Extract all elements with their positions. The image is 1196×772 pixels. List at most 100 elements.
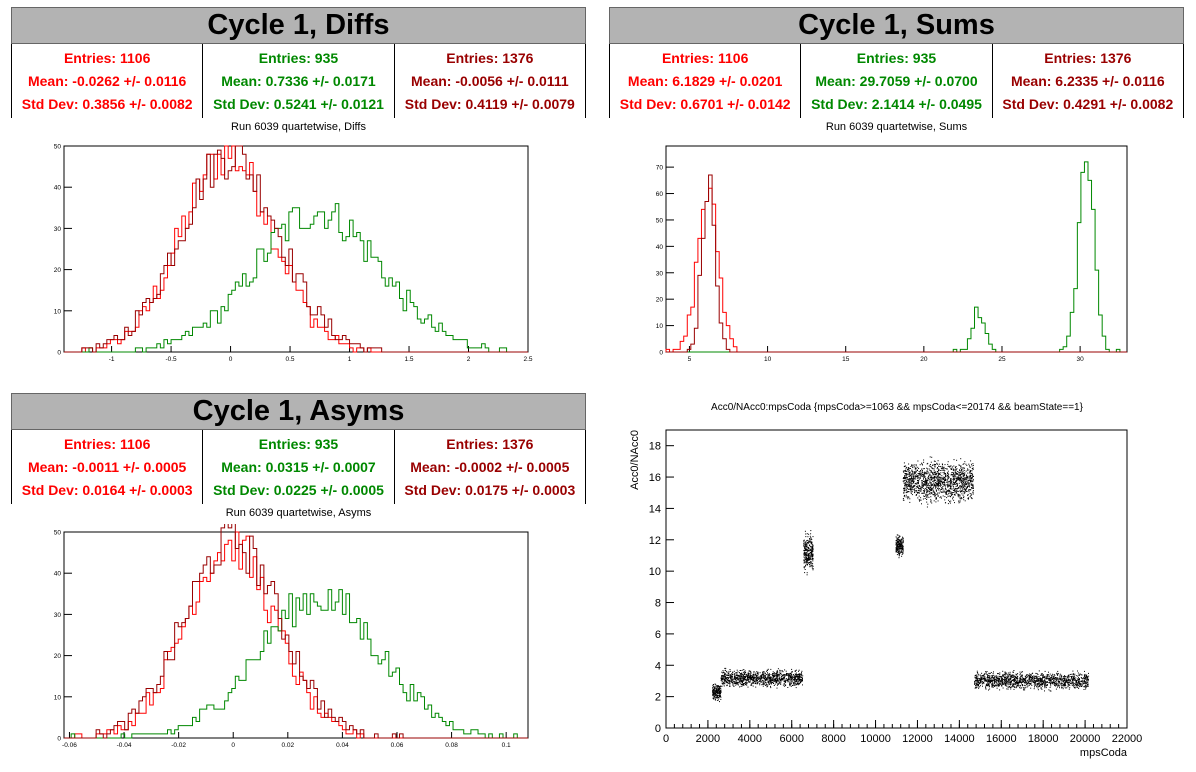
scatter-point xyxy=(1041,674,1043,676)
scatter-point xyxy=(967,468,969,470)
scatter-point xyxy=(1019,677,1021,679)
scatter-point xyxy=(903,490,905,492)
scatter-point xyxy=(1028,674,1030,676)
scatter-point xyxy=(961,497,963,499)
scatter-point xyxy=(724,680,726,682)
scatter-point xyxy=(959,480,961,482)
scatter-point xyxy=(1056,678,1058,680)
scatter-point xyxy=(737,675,739,676)
scatter-point xyxy=(1074,679,1076,681)
stat-mean: Mean: 29.7059 +/- 0.0700 xyxy=(815,72,978,89)
scatter-point xyxy=(908,496,910,498)
scatter-point xyxy=(988,682,990,684)
scatter-point xyxy=(919,490,921,492)
scatter-point xyxy=(1046,674,1048,676)
scatter-point xyxy=(965,491,967,492)
scatter-point xyxy=(712,694,714,696)
scatter-point xyxy=(980,682,982,684)
scatter-point xyxy=(904,486,906,488)
scatter-point xyxy=(931,456,933,458)
x-tick-label: 18000 xyxy=(1028,733,1059,745)
scatter-point xyxy=(1071,682,1073,684)
scatter-point xyxy=(736,683,738,684)
scatter-point xyxy=(914,490,916,492)
scatter-point xyxy=(957,490,959,492)
scatter-point xyxy=(937,486,939,488)
scatter-point xyxy=(918,490,920,492)
scatter-point xyxy=(1050,682,1052,684)
scatter-point xyxy=(966,478,968,480)
scatter-point xyxy=(1063,680,1065,682)
scatter-point xyxy=(932,494,934,496)
scatter-point xyxy=(736,672,738,674)
scatter-point xyxy=(1002,679,1004,681)
scatter-point xyxy=(738,677,740,679)
scatter-point xyxy=(713,690,715,692)
scatter-point xyxy=(718,687,720,689)
scatter-point xyxy=(993,678,995,680)
scatter-point xyxy=(931,493,933,495)
scatter-point xyxy=(764,682,766,684)
scatter-point xyxy=(940,485,942,486)
scatter-point xyxy=(982,675,984,676)
scatter-point xyxy=(917,478,919,480)
scatter-point xyxy=(996,685,998,686)
scatter-point xyxy=(929,482,931,484)
scatter-point xyxy=(759,677,761,679)
scatter-point xyxy=(1044,687,1046,689)
scatter-point xyxy=(787,679,789,681)
scatter-point xyxy=(908,467,910,468)
scatter-point xyxy=(718,692,720,694)
scatter-point xyxy=(954,491,956,493)
scatter-point xyxy=(729,684,731,686)
scatter-point xyxy=(717,690,719,692)
scatter-point xyxy=(773,683,774,684)
scatter-point xyxy=(948,476,950,478)
scatter-point xyxy=(959,469,961,471)
scatter-point xyxy=(976,678,978,679)
scatter-point xyxy=(743,680,745,682)
scatter-point xyxy=(1049,682,1051,684)
scatter-point xyxy=(1027,676,1029,678)
scatter-point xyxy=(752,683,754,684)
scatter-point xyxy=(898,542,900,544)
scatter-point xyxy=(954,473,956,475)
scatter-point xyxy=(714,693,715,695)
scatter-point xyxy=(799,674,801,676)
scatter-point xyxy=(713,695,715,697)
scatter-point xyxy=(721,685,723,687)
scatter-point xyxy=(764,672,766,674)
scatter-point xyxy=(975,680,977,682)
scatter-point xyxy=(941,487,943,489)
scatter-point xyxy=(942,491,944,493)
scatter-point xyxy=(960,467,962,469)
scatter-point xyxy=(974,676,976,678)
scatter-point xyxy=(914,475,916,477)
scatter-point xyxy=(1085,678,1087,680)
scatter-point xyxy=(959,488,961,490)
scatter-point xyxy=(712,691,714,693)
scatter-point xyxy=(812,565,814,567)
scatter-point xyxy=(806,558,808,560)
scatter-point xyxy=(741,673,743,675)
scatter-point xyxy=(771,683,772,685)
scatter-point xyxy=(955,473,957,475)
scatter-point xyxy=(784,674,786,675)
scatter-point xyxy=(733,678,735,680)
scatter-point xyxy=(1037,683,1039,685)
scatter-point xyxy=(944,472,946,474)
scatter-point xyxy=(958,475,960,477)
scatter-point xyxy=(794,684,796,686)
scatter-point xyxy=(1072,673,1074,675)
scatter-point xyxy=(1071,684,1073,686)
scatter-point xyxy=(962,484,964,486)
scatter-point xyxy=(929,474,931,476)
scatter-point xyxy=(768,676,770,678)
scatter-point xyxy=(745,682,747,683)
scatter-point xyxy=(903,482,905,484)
scatter-point xyxy=(1040,679,1042,681)
scatter-point xyxy=(808,557,810,559)
scatter-point xyxy=(1007,675,1008,677)
scatter-point xyxy=(1031,684,1033,686)
scatter-point xyxy=(790,678,792,680)
